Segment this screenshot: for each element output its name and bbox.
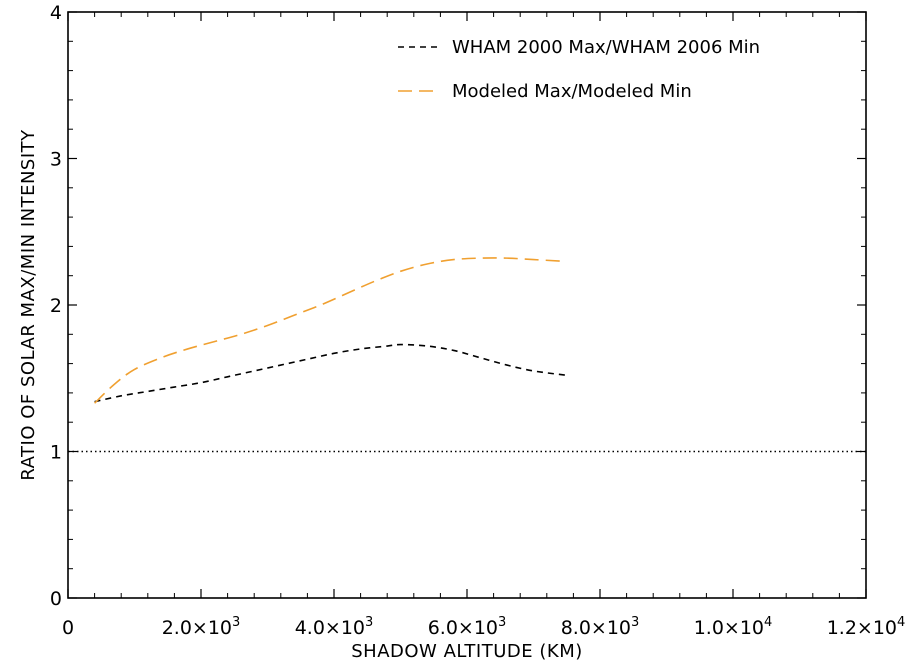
x-tick-label: 0 <box>62 617 74 639</box>
series-line-1 <box>94 257 561 404</box>
x-tick-label: 1.0×104 <box>694 615 773 639</box>
y-tick-label: 3 <box>50 149 62 171</box>
x-tick-exponent: 3 <box>365 615 373 630</box>
plot-lines <box>68 257 866 453</box>
x-tick-exponent: 3 <box>631 615 639 630</box>
legend-label-wham: WHAM 2000 Max/WHAM 2006 Min <box>452 37 760 58</box>
x-axis-title: SHADOW ALTITUDE (KM) <box>351 641 583 662</box>
y-tick-label: 0 <box>50 588 62 610</box>
x-tick-exponent: 3 <box>498 615 506 630</box>
x-tick-exponent: 3 <box>232 615 240 630</box>
y-axis-title: RATIO OF SOLAR MAX/MIN INTENSITY <box>18 129 39 481</box>
x-tick-label: 8.0×103 <box>561 615 640 639</box>
y-tick-label: 4 <box>50 2 62 24</box>
x-tick-exponent: 4 <box>897 615 905 630</box>
axis-ticks <box>67 11 867 599</box>
x-tick-label: 4.0×103 <box>295 615 374 639</box>
x-tick-exponent: 4 <box>764 615 772 630</box>
y-tick-label: 2 <box>50 295 62 317</box>
legend: WHAM 2000 Max/WHAM 2006 Min Modeled Max/… <box>398 37 760 102</box>
x-tick-label: 2.0×103 <box>162 615 241 639</box>
y-tick-label: 1 <box>50 442 62 464</box>
x-tick-label: 6.0×103 <box>428 615 507 639</box>
series-line-0 <box>94 343 567 403</box>
x-tick-label: 1.2×104 <box>827 615 906 639</box>
legend-label-modeled: Modeled Max/Modeled Min <box>452 81 692 102</box>
tick-labels: 0 2.0×103 4.0×103 6.0×103 8.0×103 1.0×104 1.2×… <box>50 2 905 639</box>
